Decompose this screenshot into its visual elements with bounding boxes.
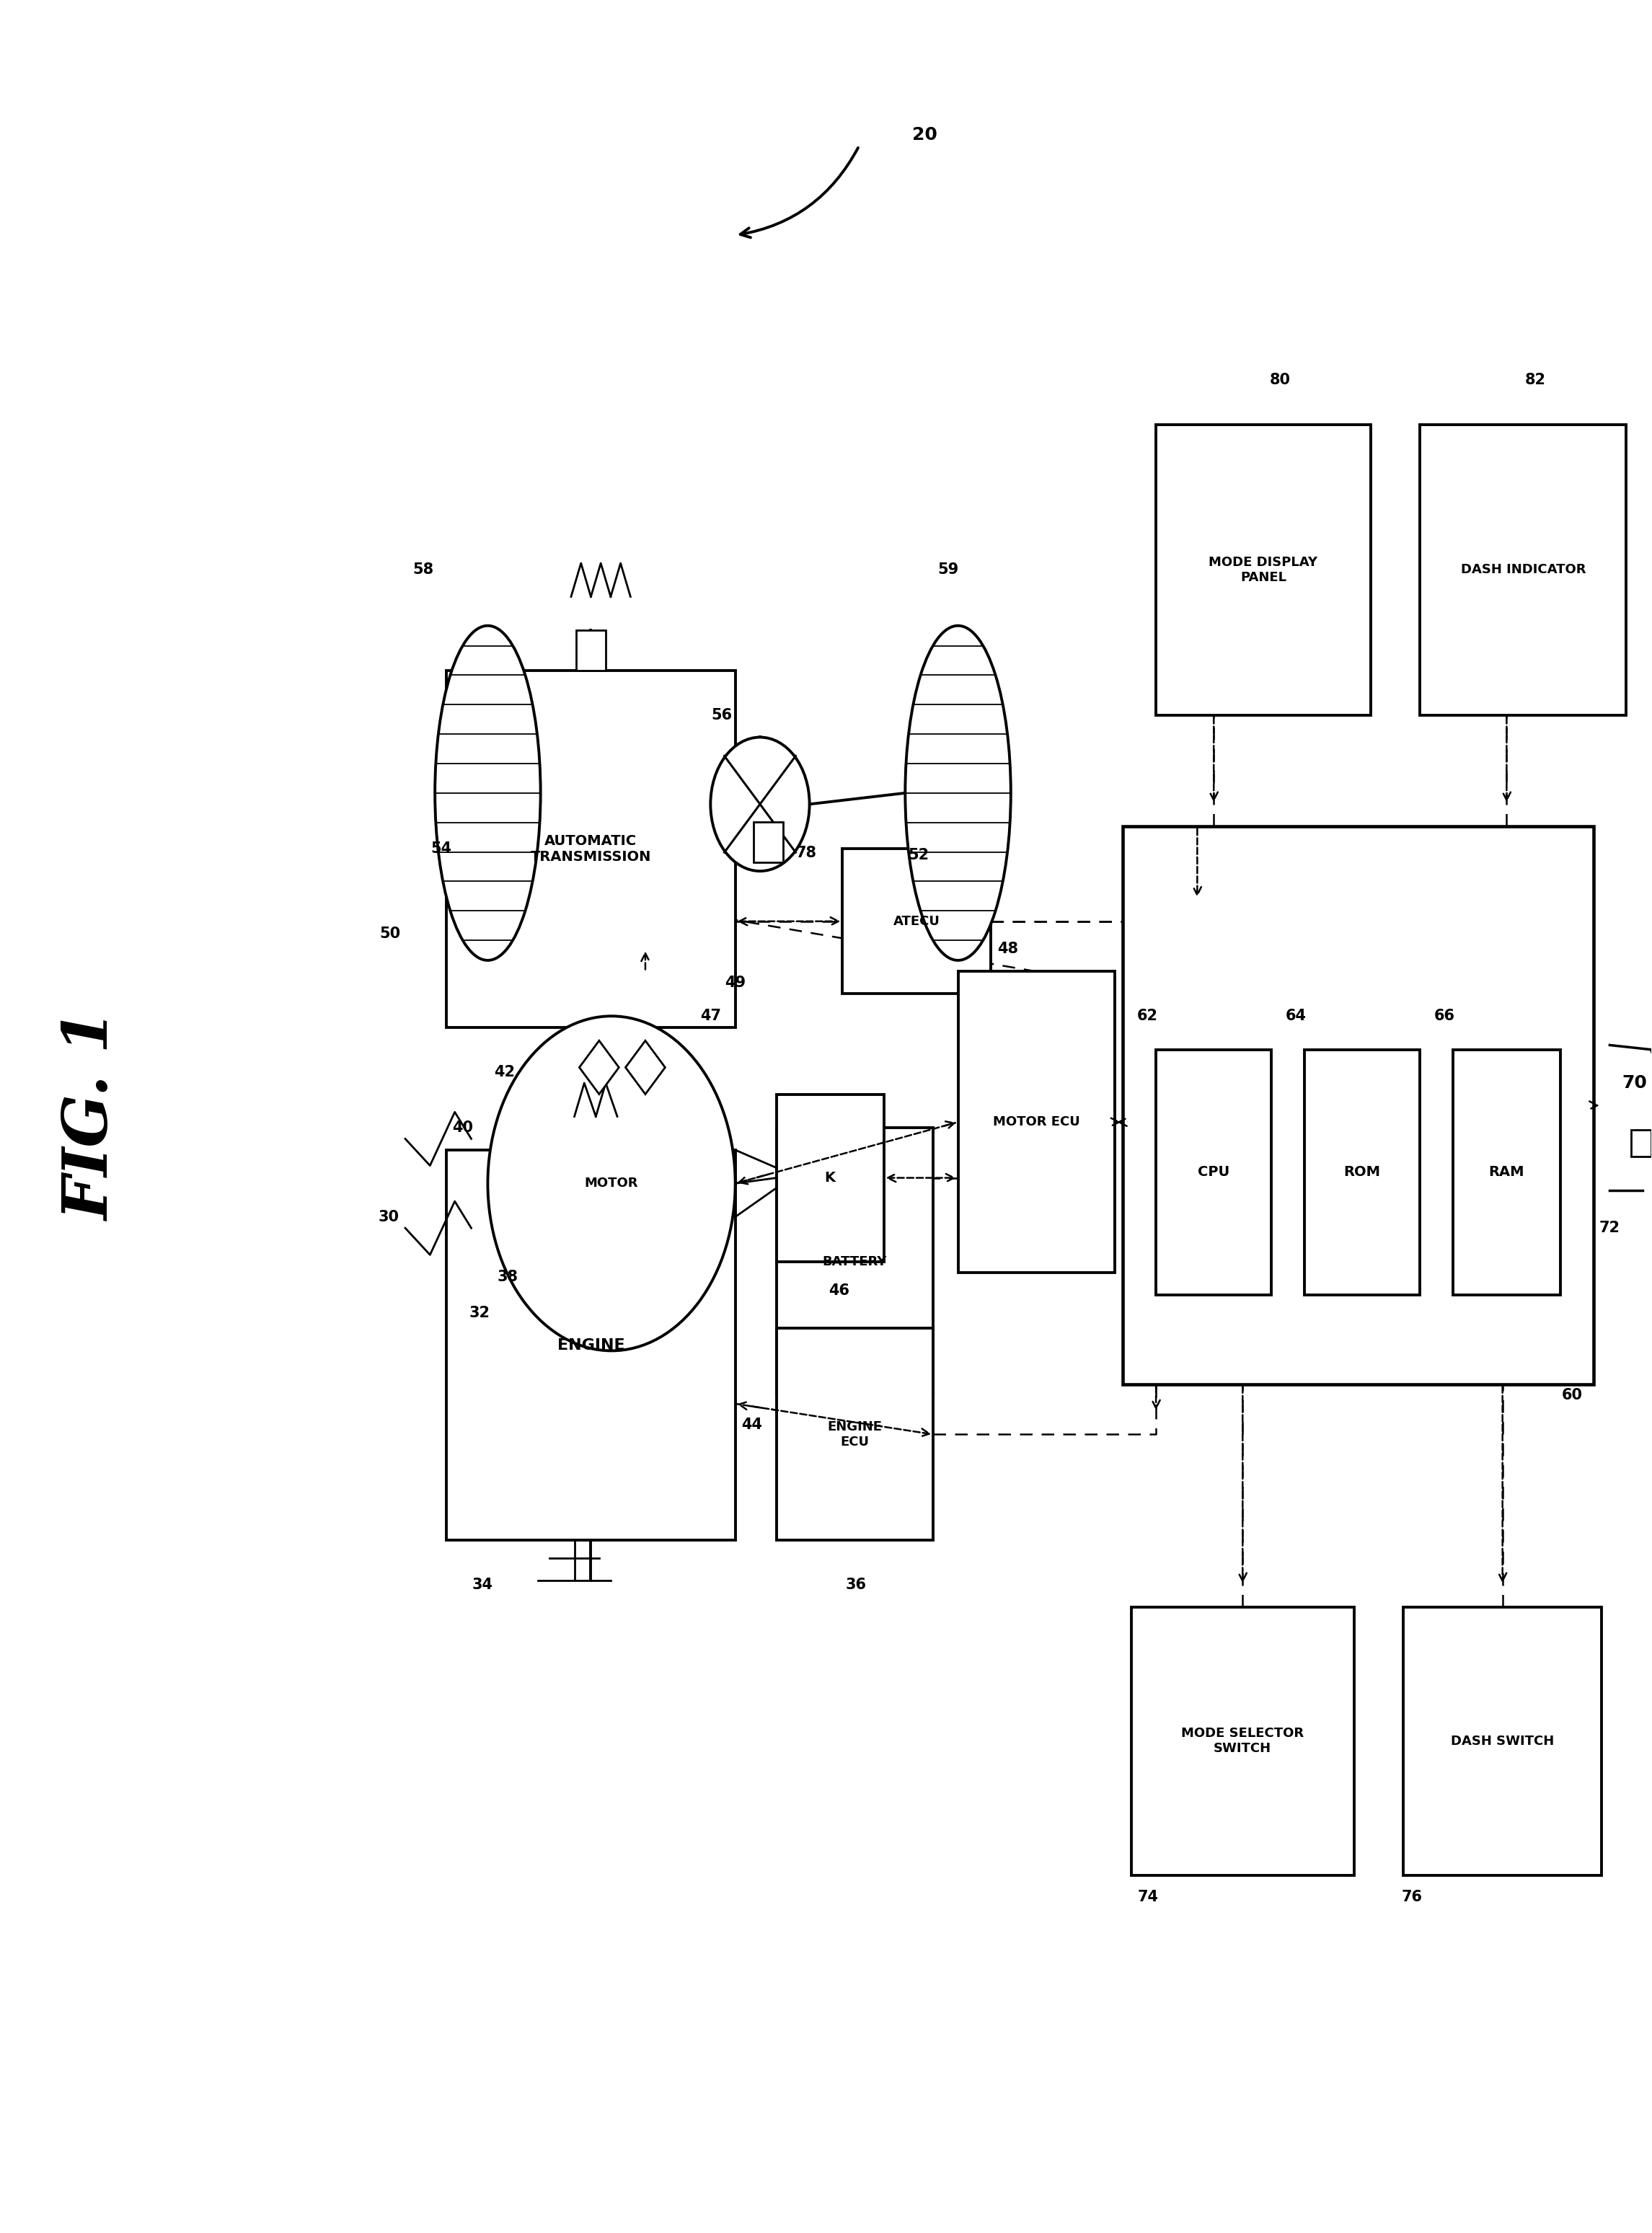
Text: 50: 50 bbox=[380, 927, 401, 940]
Circle shape bbox=[710, 737, 809, 871]
Text: MODE SELECTOR
SWITCH: MODE SELECTOR SWITCH bbox=[1181, 1726, 1303, 1755]
Text: ATECU: ATECU bbox=[894, 916, 940, 927]
Bar bbox=[1132, 1608, 1355, 1876]
Text: 47: 47 bbox=[700, 1009, 720, 1023]
Text: 34: 34 bbox=[472, 1579, 494, 1592]
Text: 82: 82 bbox=[1525, 373, 1546, 389]
Text: 56: 56 bbox=[712, 708, 732, 721]
Polygon shape bbox=[580, 1041, 620, 1094]
Bar bbox=[1421, 424, 1626, 715]
Text: 38: 38 bbox=[497, 1271, 519, 1284]
Text: 52: 52 bbox=[909, 849, 928, 862]
Text: AUTOMATIC
TRANSMISSION: AUTOMATIC TRANSMISSION bbox=[530, 833, 651, 864]
Text: 46: 46 bbox=[829, 1284, 849, 1297]
Circle shape bbox=[487, 1016, 735, 1351]
Bar bbox=[446, 1150, 735, 1541]
Ellipse shape bbox=[905, 625, 1011, 960]
Text: 36: 36 bbox=[846, 1579, 866, 1592]
Text: 32: 32 bbox=[469, 1306, 491, 1320]
Text: RAM: RAM bbox=[1488, 1166, 1525, 1179]
Text: FIG. 1: FIG. 1 bbox=[61, 1012, 122, 1221]
Text: 49: 49 bbox=[725, 976, 745, 989]
Text: 42: 42 bbox=[494, 1065, 515, 1079]
Text: BATTERY: BATTERY bbox=[823, 1255, 887, 1268]
Bar bbox=[1156, 424, 1371, 715]
Bar bbox=[577, 630, 606, 670]
Text: 48: 48 bbox=[998, 942, 1018, 956]
Bar bbox=[1156, 1050, 1272, 1295]
Text: 66: 66 bbox=[1434, 1009, 1455, 1023]
Polygon shape bbox=[626, 1041, 666, 1094]
Bar bbox=[753, 822, 783, 862]
Text: K: K bbox=[824, 1170, 836, 1186]
Text: 30: 30 bbox=[378, 1210, 400, 1224]
Bar bbox=[1404, 1608, 1601, 1876]
Text: 78: 78 bbox=[796, 846, 816, 860]
Text: 59: 59 bbox=[938, 563, 958, 576]
Bar bbox=[776, 1128, 933, 1396]
Text: ENGINE
ECU: ENGINE ECU bbox=[828, 1420, 882, 1449]
Text: 44: 44 bbox=[742, 1418, 762, 1431]
Text: ENGINE: ENGINE bbox=[557, 1338, 624, 1353]
Text: DASH INDICATOR: DASH INDICATOR bbox=[1460, 563, 1586, 576]
Bar bbox=[1123, 826, 1593, 1384]
Text: 40: 40 bbox=[453, 1121, 474, 1134]
Text: 58: 58 bbox=[413, 563, 434, 576]
Text: MOTOR: MOTOR bbox=[585, 1177, 638, 1190]
Bar bbox=[446, 670, 735, 1027]
Text: 20: 20 bbox=[912, 127, 938, 143]
Ellipse shape bbox=[434, 625, 540, 960]
Text: 54: 54 bbox=[431, 842, 453, 855]
Bar bbox=[958, 971, 1115, 1273]
Text: 70: 70 bbox=[1622, 1074, 1647, 1092]
Text: CPU: CPU bbox=[1198, 1166, 1229, 1179]
Text: 64: 64 bbox=[1285, 1009, 1307, 1023]
Text: MODE DISPLAY
PANEL: MODE DISPLAY PANEL bbox=[1209, 556, 1318, 583]
Text: 60: 60 bbox=[1561, 1389, 1583, 1402]
Text: 80: 80 bbox=[1269, 373, 1290, 389]
Bar bbox=[1305, 1050, 1421, 1295]
Text: ROM: ROM bbox=[1343, 1166, 1381, 1179]
Bar bbox=[1631, 1130, 1650, 1157]
Bar bbox=[776, 1329, 933, 1541]
Bar bbox=[843, 849, 991, 994]
Text: 72: 72 bbox=[1599, 1221, 1621, 1235]
Text: DASH SWITCH: DASH SWITCH bbox=[1450, 1735, 1555, 1748]
Bar bbox=[776, 1094, 884, 1262]
Text: MOTOR ECU: MOTOR ECU bbox=[993, 1116, 1080, 1128]
Text: 74: 74 bbox=[1137, 1889, 1158, 1905]
Text: 76: 76 bbox=[1401, 1889, 1422, 1905]
Bar bbox=[1454, 1050, 1559, 1295]
Text: 62: 62 bbox=[1137, 1009, 1158, 1023]
